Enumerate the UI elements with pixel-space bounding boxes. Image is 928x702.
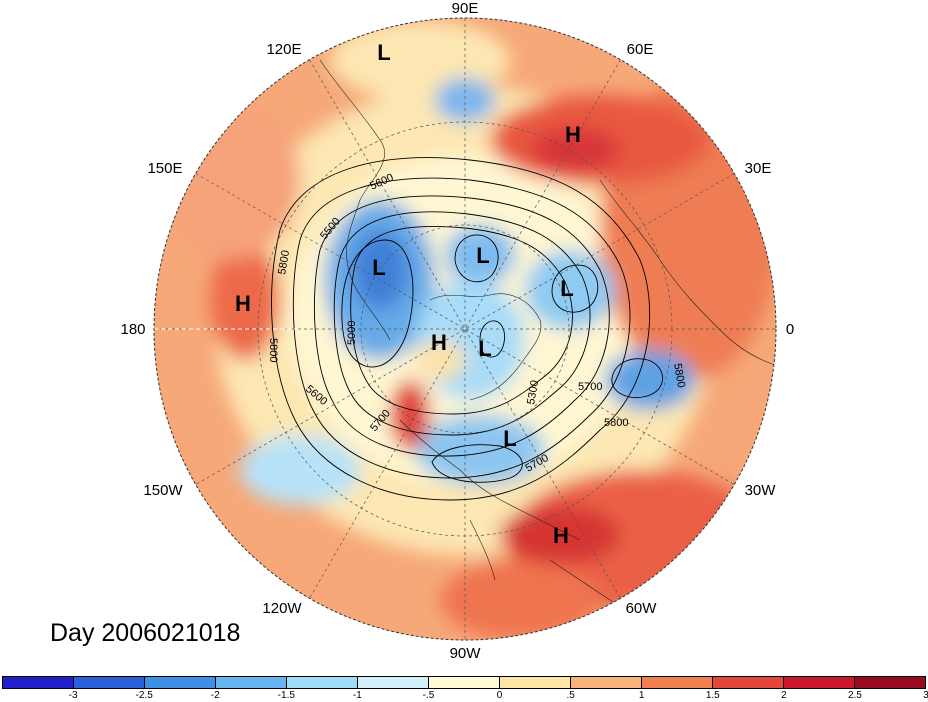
date-title: Day 2006021018 xyxy=(50,619,241,647)
colorbar-cell xyxy=(571,677,642,688)
lon-label-180: 180 xyxy=(120,321,145,338)
colorbar-tick-label: -.5 xyxy=(422,690,435,701)
colorbar-cell xyxy=(784,677,855,688)
colorbar-cell xyxy=(429,677,500,688)
colorbar-tick-label: -2.5 xyxy=(135,690,153,701)
lon-label-60w: 60W xyxy=(626,600,658,617)
contour-label: 5800 xyxy=(276,249,292,275)
colorbar-cell xyxy=(145,677,216,688)
colorbar-cell xyxy=(3,677,74,688)
high-marker: H xyxy=(565,122,581,147)
colorbar-cell xyxy=(855,677,925,688)
lon-label-30e: 30E xyxy=(745,160,772,177)
colorbar-cell xyxy=(713,677,784,688)
colorbar-cell xyxy=(216,677,287,688)
colorbar-ticks: -3 -2.5 -2 -1.5 -1 -.5 0 .5 1 1.5 2 2.5 3 xyxy=(2,690,928,702)
contour-label: 5800 xyxy=(604,417,628,429)
colorbar-cell xyxy=(500,677,571,688)
contour-label: 5800 xyxy=(267,338,279,362)
contour-label: 5300 xyxy=(525,379,541,405)
low-marker: L xyxy=(372,255,385,280)
colorbar-tick-label: -3 xyxy=(68,690,78,701)
graticule xyxy=(154,18,776,640)
low-marker: L xyxy=(560,276,573,301)
lon-label-120w: 120W xyxy=(262,600,302,617)
lon-label-150w: 150W xyxy=(143,482,183,499)
lon-label-90e: 90E xyxy=(452,0,479,17)
high-marker: H xyxy=(235,291,251,316)
colorbar-tick-label: 1.5 xyxy=(705,690,720,701)
contour-label: 5000 xyxy=(346,321,358,345)
colorbar-tick-label: 2.5 xyxy=(847,690,862,701)
map-boundary xyxy=(153,17,777,641)
colorbar-tick-label: 3 xyxy=(923,690,928,701)
lon-label-150e: 150E xyxy=(147,160,182,177)
high-marker: H xyxy=(431,330,447,355)
low-marker: L xyxy=(478,336,491,361)
lon-label-90w: 90W xyxy=(450,645,482,662)
height-contours xyxy=(271,157,663,501)
lon-label-120e: 120E xyxy=(266,41,301,58)
colorbar-cell xyxy=(287,677,358,688)
colorbar-cell xyxy=(642,677,713,688)
lon-label-60e: 60E xyxy=(627,41,654,58)
contour-label: 5800 xyxy=(671,362,687,388)
colorbar-tick-label: 1 xyxy=(638,690,645,701)
colorbar-tick-label: -1 xyxy=(352,690,362,701)
colorbar-cell xyxy=(74,677,145,688)
colorbar-tick-label: 2 xyxy=(781,690,787,701)
high-marker: H xyxy=(553,523,569,548)
low-marker: L xyxy=(503,426,516,451)
lon-label-0: 0 xyxy=(786,321,794,338)
colorbar-tick-label: .5 xyxy=(566,690,575,701)
lon-label-30w: 30W xyxy=(745,482,777,499)
low-marker: L xyxy=(476,243,489,268)
colorbar-tick-label: -1.5 xyxy=(277,690,295,701)
colorbar-tick-label: 0 xyxy=(496,690,503,701)
low-marker: L xyxy=(377,40,390,65)
colorbar-cell xyxy=(358,677,429,688)
colorbar-tick-label: -2 xyxy=(210,690,220,701)
contour-label: 5700 xyxy=(578,381,602,393)
colorbar xyxy=(2,676,926,689)
